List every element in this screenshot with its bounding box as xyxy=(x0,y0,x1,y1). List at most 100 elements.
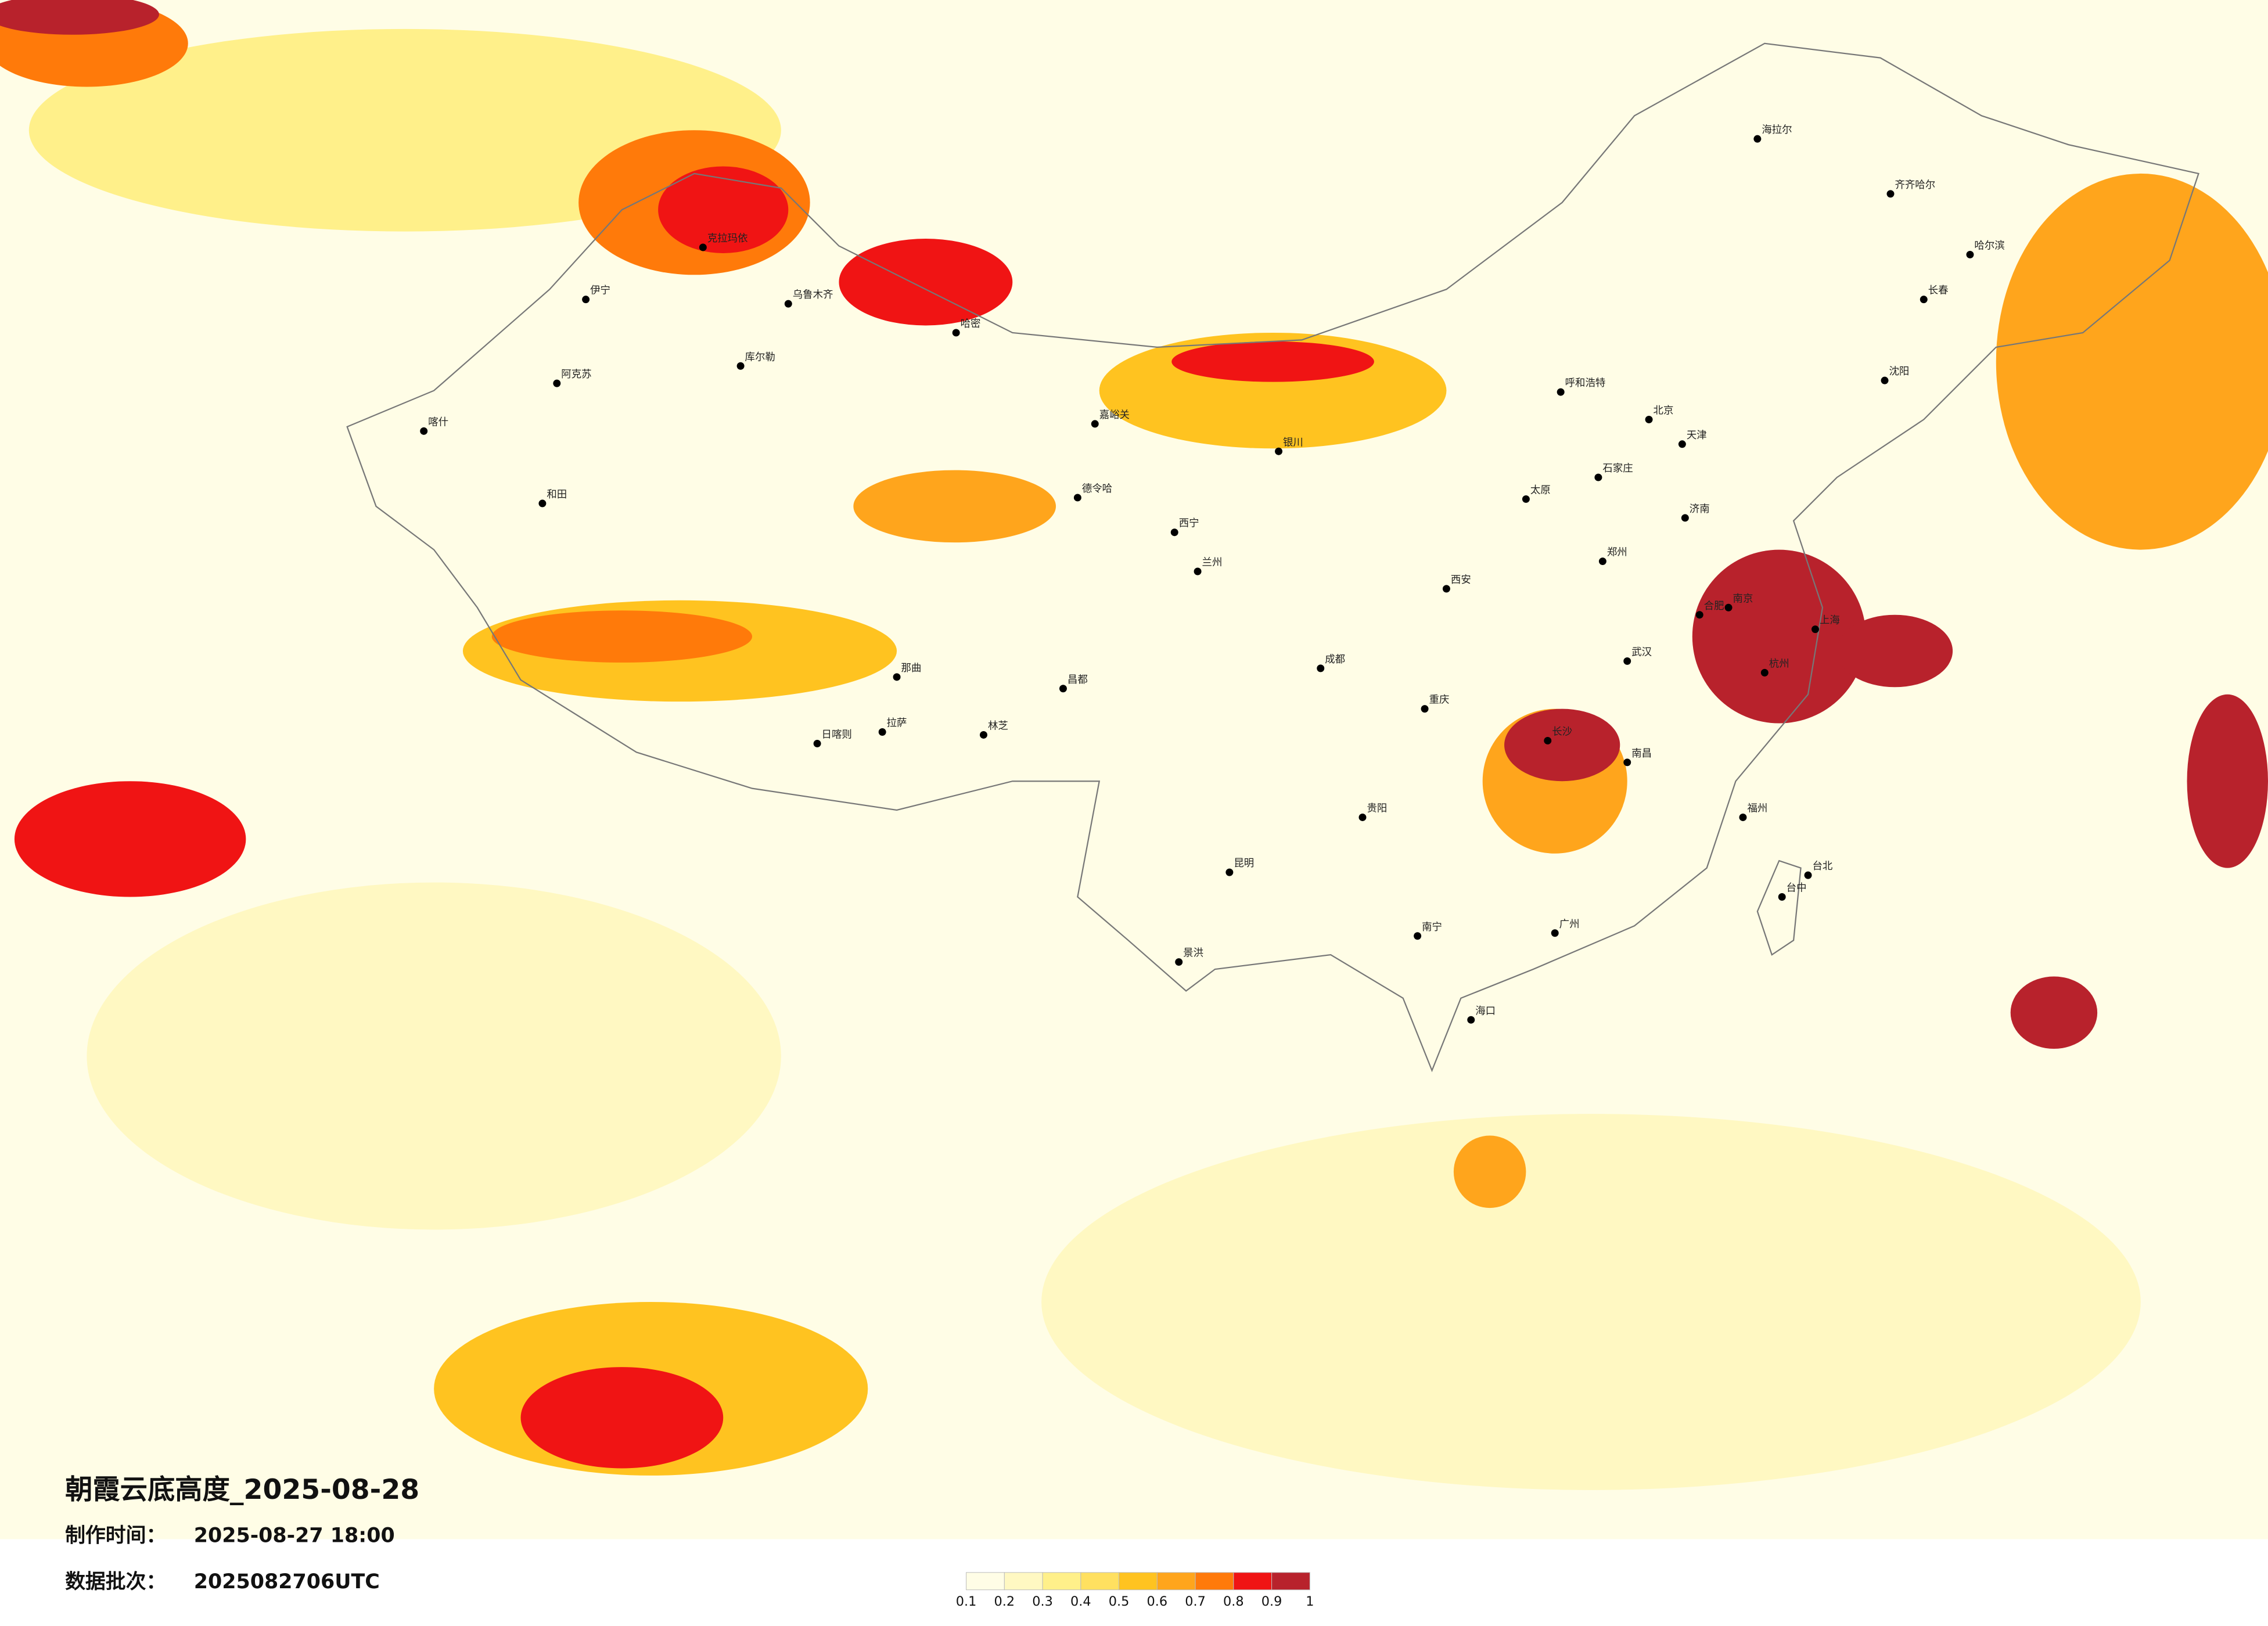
city-label: 广州 xyxy=(1559,919,1580,930)
city-dot xyxy=(1753,135,1762,143)
city-dot xyxy=(1421,705,1429,713)
city-dot xyxy=(878,728,886,736)
city-dot xyxy=(1739,813,1747,821)
city-label: 昆明 xyxy=(1234,858,1254,869)
city-dot xyxy=(813,739,821,747)
city-dot xyxy=(699,243,707,251)
cloud-area xyxy=(87,882,781,1230)
legend-tick-label: 0.1 xyxy=(956,1594,977,1609)
cloud-area xyxy=(658,166,789,253)
cloud-area xyxy=(520,1367,724,1469)
city-dot xyxy=(1091,420,1099,428)
legend-swatch xyxy=(966,1572,1005,1591)
cloud-area xyxy=(2010,976,2098,1049)
cloud-area xyxy=(853,470,1056,543)
city-dot xyxy=(1681,514,1689,522)
city-label: 天津 xyxy=(1687,430,1707,441)
city-dot xyxy=(1881,376,1889,384)
city-label: 嘉峪关 xyxy=(1099,409,1130,421)
cloud-area xyxy=(839,239,1013,326)
cloud-area xyxy=(0,0,159,35)
legend-swatch xyxy=(1195,1572,1234,1591)
city-dot xyxy=(1886,190,1895,198)
legend-tick-label: 0.4 xyxy=(1070,1594,1091,1609)
city-dot xyxy=(980,731,987,739)
city-label: 西宁 xyxy=(1179,518,1199,530)
legend-tick-label: 0.9 xyxy=(1261,1594,1282,1609)
city-label: 兰州 xyxy=(1202,557,1223,569)
city-label: 景洪 xyxy=(1183,948,1203,959)
city-dot xyxy=(1598,557,1606,566)
city-dot xyxy=(1467,1016,1475,1024)
city-label: 喀什 xyxy=(428,416,448,428)
city-dot xyxy=(1678,440,1686,448)
city-dot xyxy=(1175,958,1183,966)
batch-value: 2025082706UTC xyxy=(194,1570,380,1593)
city-label: 贵阳 xyxy=(1367,803,1387,815)
city-label: 成都 xyxy=(1325,654,1345,665)
made-value: 2025-08-27 18:00 xyxy=(194,1524,395,1548)
cloud-area xyxy=(1041,1114,2141,1490)
cloud-area xyxy=(1504,708,1620,782)
city-dot xyxy=(553,379,561,387)
city-dot xyxy=(538,499,547,508)
legend-tick-label: 0.6 xyxy=(1147,1594,1168,1609)
city-label: 日喀则 xyxy=(822,729,852,740)
city-label: 海拉尔 xyxy=(1762,124,1792,136)
heat-field xyxy=(0,0,2268,1539)
city-dot xyxy=(1804,871,1812,879)
cloud-area xyxy=(1171,341,1374,382)
city-label: 昌都 xyxy=(1067,674,1088,686)
city-label: 上海 xyxy=(1820,615,1840,627)
legend-tick-label: 0.7 xyxy=(1185,1594,1206,1609)
city-label: 长春 xyxy=(1928,285,1949,297)
city-dot xyxy=(952,329,960,337)
batch-label: 数据批次： xyxy=(65,1570,166,1593)
city-label: 杭州 xyxy=(1769,658,1789,670)
city-dot xyxy=(893,673,901,681)
city-dot xyxy=(1724,603,1733,611)
city-label: 合肥 xyxy=(1704,600,1724,612)
legend-tick-label: 0.2 xyxy=(994,1594,1015,1609)
color-legend: 0.1 0.2 0.3 0.4 0.5 0.6 0.7 0.8 0.9 1 xyxy=(956,1572,1314,1609)
city-label: 重庆 xyxy=(1429,695,1450,706)
cloud-area xyxy=(14,781,246,897)
city-label: 呼和浩特 xyxy=(1565,377,1606,389)
city-label: 石家庄 xyxy=(1602,463,1633,474)
city-dot xyxy=(736,362,745,370)
city-label: 拉萨 xyxy=(887,718,907,729)
legend-swatch xyxy=(1271,1572,1310,1591)
city-label: 乌鲁木齐 xyxy=(793,289,833,301)
city-dot xyxy=(1442,585,1450,593)
city-dot xyxy=(1811,625,1819,634)
city-dot xyxy=(1544,736,1552,744)
city-label: 北京 xyxy=(1654,405,1674,416)
city-dot xyxy=(1594,473,1602,481)
city-dot xyxy=(1695,611,1703,619)
city-dot xyxy=(1623,657,1631,665)
city-dot xyxy=(1358,813,1367,821)
city-dot xyxy=(420,427,428,435)
city-label: 阿克苏 xyxy=(561,369,591,380)
cloud-area xyxy=(2187,694,2268,868)
city-label: 西安 xyxy=(1451,574,1471,586)
city-dot xyxy=(1623,758,1631,767)
city-label: 福州 xyxy=(1747,803,1767,815)
cloud-area xyxy=(1996,174,2268,550)
city-label: 海口 xyxy=(1475,1005,1496,1017)
city-dot xyxy=(1920,296,1928,304)
legend-tick-label: 0.3 xyxy=(1032,1594,1053,1609)
legend-swatch xyxy=(1233,1572,1273,1591)
city-dot xyxy=(1194,567,1202,575)
city-dot xyxy=(1275,447,1283,455)
city-label: 武汉 xyxy=(1631,646,1652,658)
city-label: 库尔勒 xyxy=(745,351,775,363)
city-dot xyxy=(1557,388,1565,396)
cloud-area xyxy=(1692,549,1866,724)
city-dot xyxy=(582,296,590,304)
city-label: 南京 xyxy=(1733,593,1753,605)
city-label: 齐齐哈尔 xyxy=(1895,179,1935,191)
city-label: 长沙 xyxy=(1552,726,1572,738)
cloud-area xyxy=(1836,614,1953,688)
